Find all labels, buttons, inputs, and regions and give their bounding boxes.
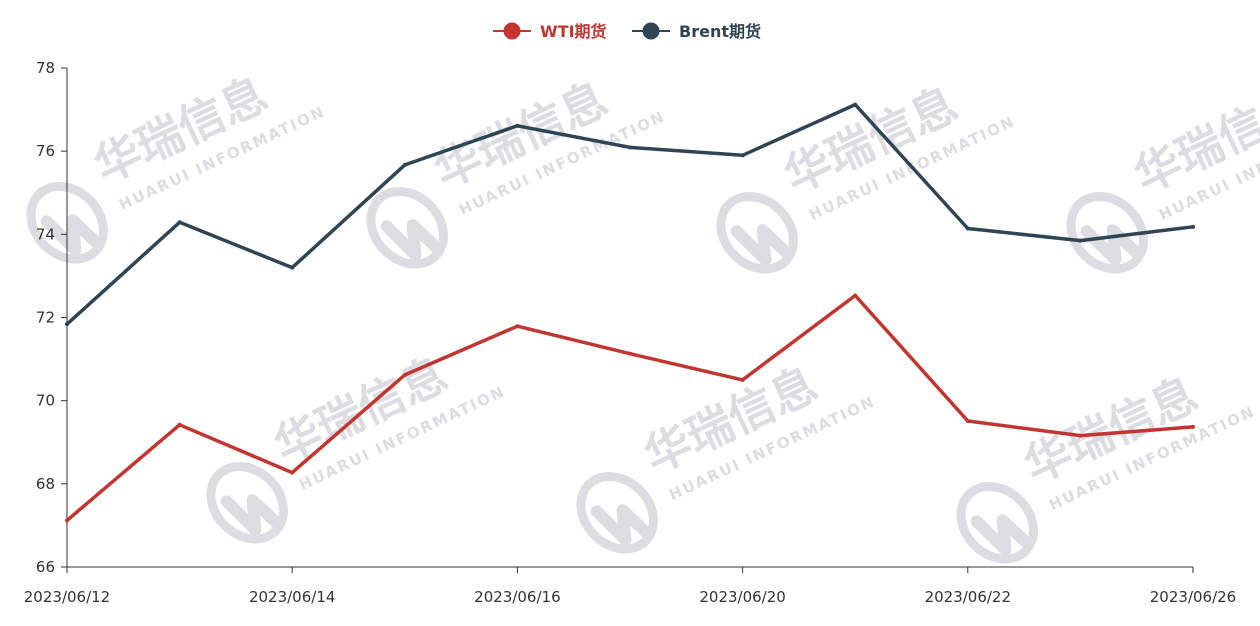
data-point[interactable]	[965, 226, 970, 231]
data-point[interactable]	[65, 518, 69, 523]
y-tick-label: 66	[36, 558, 55, 576]
legend-item-brent[interactable]: Brent期货	[632, 22, 761, 41]
data-point[interactable]	[853, 102, 858, 107]
data-point[interactable]	[515, 324, 520, 329]
data-point[interactable]	[740, 153, 745, 158]
x-tick-label: 2023/06/14	[249, 588, 335, 606]
y-tick-label: 70	[36, 392, 55, 410]
data-point[interactable]	[515, 123, 520, 128]
y-tick-label: 74	[36, 225, 55, 243]
data-point[interactable]	[1191, 424, 1195, 429]
legend-marker	[642, 22, 660, 40]
axes: 66 68 70 72 74 76 78 2023/06/12 2023/06/14 2023/0…	[24, 59, 1236, 606]
data-point[interactable]	[628, 145, 632, 150]
x-tick-label: 2023/06/12	[24, 588, 110, 606]
x-tick-label: 2023/06/22	[925, 588, 1011, 606]
legend-item-wti[interactable]: WTI期货	[493, 22, 607, 41]
legend-label: Brent期货	[679, 22, 761, 41]
x-tick-label: 2023/06/26	[1150, 588, 1236, 606]
data-point[interactable]	[853, 293, 858, 298]
data-point[interactable]	[177, 422, 182, 427]
data-point[interactable]	[290, 265, 295, 270]
data-point[interactable]	[965, 419, 970, 424]
data-point[interactable]	[1078, 433, 1083, 438]
legend[interactable]: WTI期货 Brent期货	[493, 22, 761, 41]
data-point[interactable]	[1191, 224, 1195, 229]
x-tick-label: 2023/06/20	[699, 588, 785, 606]
series-layer	[65, 102, 1195, 523]
data-point[interactable]	[628, 351, 632, 356]
y-tick-label: 76	[36, 142, 55, 160]
legend-label: WTI期货	[540, 22, 607, 41]
data-point[interactable]	[402, 162, 407, 167]
x-tick-label: 2023/06/16	[474, 588, 560, 606]
y-tick-label: 78	[36, 59, 55, 77]
data-point[interactable]	[290, 470, 295, 475]
data-point[interactable]	[177, 220, 182, 225]
y-tick-label: 68	[36, 475, 55, 493]
data-point[interactable]	[65, 322, 69, 327]
data-point[interactable]	[740, 377, 745, 382]
data-point[interactable]	[1078, 238, 1083, 243]
data-point[interactable]	[402, 372, 407, 377]
legend-marker	[503, 22, 521, 40]
y-tick-label: 72	[36, 309, 55, 327]
